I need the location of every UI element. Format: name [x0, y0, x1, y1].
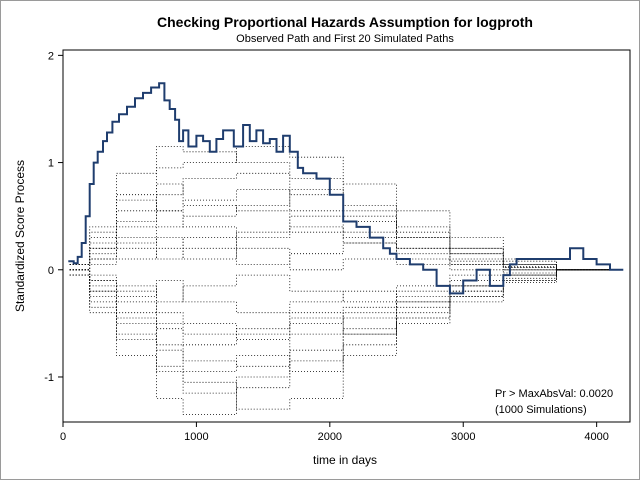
chart-subtitle: Observed Path and First 20 Simulated Pat… [236, 33, 454, 45]
simulated-path-9 [69, 215, 617, 271]
observed-path [68, 82, 624, 295]
observed-path-line [68, 82, 624, 295]
x-tick-label: 4000 [584, 431, 608, 443]
simulated-path-8 [69, 269, 617, 335]
p-value-note: Pr > MaxAbsVal: 0.0020 [495, 388, 613, 400]
simulated-path-14 [69, 269, 617, 303]
x-axis-label: time in days [313, 453, 377, 467]
x-tick-label: 1000 [184, 431, 208, 443]
y-tick-label: -1 [44, 372, 54, 384]
simulations-note: (1000 Simulations) [495, 404, 587, 416]
x-axis: 0 1000 2000 3000 4000 [60, 422, 609, 443]
y-tick-label: 2 [48, 50, 54, 62]
y-tick-label: 0 [48, 265, 54, 277]
simulated-path-15 [69, 189, 617, 271]
chart-title: Checking Proportional Hazards Assumption… [157, 14, 533, 30]
simulated-path-7 [69, 189, 617, 271]
y-axis-label: Standardized Score Process [13, 160, 27, 312]
simulated-paths [69, 146, 617, 415]
y-tick-label: 1 [48, 158, 54, 170]
simulated-path-2 [69, 269, 617, 415]
simulated-path-10 [69, 269, 617, 314]
y-axis: -1 0 1 2 [44, 50, 63, 384]
x-tick-label: 3000 [451, 431, 475, 443]
simulated-path-13 [69, 237, 617, 271]
x-tick-label: 0 [60, 431, 66, 443]
simulated-path-11 [69, 183, 617, 271]
simulated-path-17 [69, 237, 617, 271]
x-tick-label: 2000 [318, 431, 342, 443]
plot-area [62, 49, 631, 423]
simulated-path-5 [69, 172, 617, 271]
